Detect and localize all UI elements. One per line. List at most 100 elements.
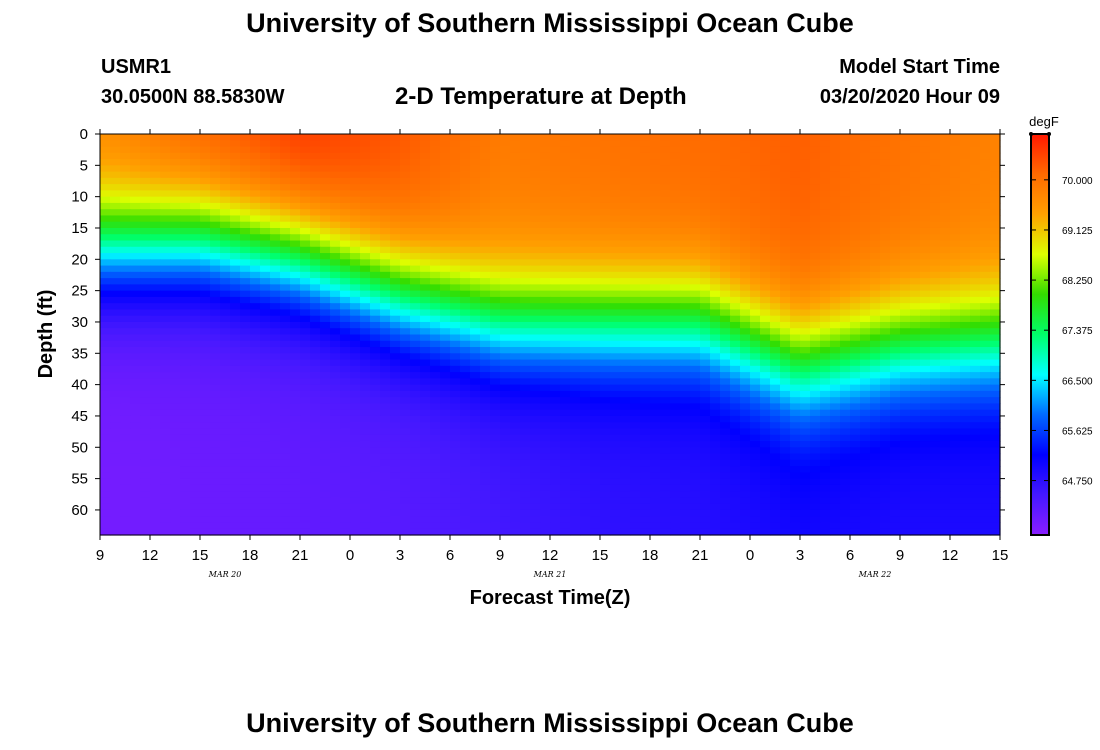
heatmap-cell: [670, 472, 681, 480]
heatmap-cell: [960, 177, 971, 185]
heatmap-cell: [710, 259, 721, 267]
heatmap-cell: [880, 134, 891, 141]
heatmap-cell: [890, 284, 901, 292]
heatmap-cell: [520, 190, 531, 198]
heatmap-cell: [750, 190, 761, 198]
heatmap-cell: [340, 202, 351, 210]
heatmap-cell: [290, 227, 301, 235]
heatmap-cell: [570, 296, 581, 304]
heatmap-cell: [280, 359, 291, 367]
heatmap-cell: [650, 284, 661, 292]
heatmap-cell: [960, 246, 971, 254]
heatmap-cell: [280, 334, 291, 342]
heatmap-cell: [410, 177, 421, 185]
heatmap-cell: [350, 397, 361, 405]
heatmap-cell: [980, 159, 991, 166]
heatmap-cell: [480, 384, 491, 392]
heatmap-cell: [940, 321, 951, 329]
heatmap-cell: [470, 365, 481, 373]
heatmap-cell: [620, 278, 631, 285]
heatmap-cell: [580, 227, 591, 235]
heatmap-cell: [300, 221, 311, 229]
heatmap-cell: [180, 134, 191, 141]
heatmap-cell: [570, 196, 581, 204]
heatmap-cell: [500, 240, 511, 248]
heatmap-cell: [870, 253, 881, 260]
heatmap-cell: [570, 202, 581, 210]
heatmap-cell: [380, 246, 391, 254]
heatmap-cell: [610, 441, 621, 448]
heatmap-cell: [340, 328, 351, 336]
heatmap-cell: [880, 221, 891, 229]
heatmap-cell: [220, 165, 231, 173]
heatmap-cell: [980, 466, 991, 473]
heatmap-cell: [180, 196, 191, 204]
heatmap-cell: [340, 466, 351, 473]
heatmap-cell: [440, 472, 451, 480]
heatmap-cell: [440, 441, 451, 448]
heatmap-cell: [980, 290, 991, 298]
heatmap-cell: [360, 227, 371, 235]
heatmap-cell: [150, 353, 161, 361]
heatmap-cell: [520, 265, 531, 273]
heatmap-cell: [830, 240, 841, 248]
heatmap-cell: [130, 152, 141, 160]
heatmap-cell: [690, 441, 701, 448]
heatmap-cell: [100, 171, 111, 179]
heatmap-cell: [130, 271, 141, 279]
heatmap-cell: [630, 177, 641, 185]
heatmap-cell: [950, 466, 961, 473]
heatmap-cell: [350, 196, 361, 204]
heatmap-cell: [310, 259, 321, 267]
heatmap-cell: [430, 278, 441, 285]
heatmap-cell: [530, 459, 541, 467]
heatmap-cell: [150, 278, 161, 285]
heatmap-cell: [710, 409, 721, 417]
heatmap-cell: [630, 359, 641, 367]
heatmap-cell: [760, 372, 771, 379]
heatmap-cell: [360, 253, 371, 260]
heatmap-cell: [930, 171, 941, 179]
heatmap-cell: [500, 159, 511, 166]
heatmap-cell: [440, 303, 451, 311]
heatmap-cell: [260, 372, 271, 379]
heatmap-cell: [820, 397, 831, 405]
heatmap-cell: [220, 309, 231, 317]
heatmap-cell: [960, 409, 971, 417]
heatmap-cell: [760, 422, 771, 430]
heatmap-cell: [450, 196, 461, 204]
heatmap-cell: [290, 215, 301, 223]
heatmap-cell: [680, 184, 691, 191]
heatmap-cell: [490, 409, 501, 417]
heatmap-cell: [210, 428, 221, 436]
heatmap-cell: [490, 165, 501, 173]
heatmap-cell: [130, 459, 141, 467]
heatmap-cell: [480, 234, 491, 242]
heatmap-cell: [120, 140, 131, 148]
heatmap-cell: [730, 422, 741, 430]
heatmap-cell: [540, 390, 551, 398]
heatmap-cell: [950, 209, 961, 217]
heatmap-cell: [740, 296, 751, 304]
heatmap-cell: [610, 303, 621, 311]
heatmap-cell: [410, 434, 421, 442]
heatmap-cell: [640, 422, 651, 430]
heatmap-cell: [420, 472, 431, 480]
heatmap-cell: [720, 284, 731, 292]
heatmap-cell: [170, 472, 181, 480]
heatmap-cell: [890, 459, 901, 467]
heatmap-cell: [330, 159, 341, 166]
heatmap-cell: [450, 221, 461, 229]
heatmap-cell: [800, 390, 811, 398]
heatmap-cell: [820, 422, 831, 430]
heatmap-cell: [120, 397, 131, 405]
heatmap-cell: [340, 240, 351, 248]
heatmap-cell: [530, 397, 541, 405]
heatmap-cell: [250, 321, 261, 329]
heatmap-cell: [210, 384, 221, 392]
heatmap-cell: [860, 177, 871, 185]
heatmap-cell: [850, 309, 861, 317]
heatmap-cell: [900, 378, 911, 386]
heatmap-cell: [940, 271, 951, 279]
heatmap-cell: [560, 227, 571, 235]
